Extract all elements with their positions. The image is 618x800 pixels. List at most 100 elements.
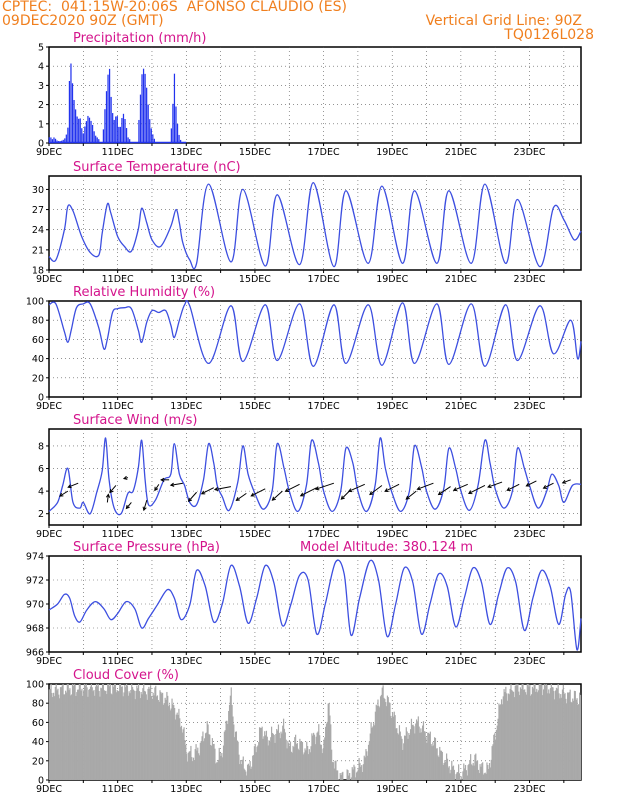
- cloud-bar: [320, 744, 322, 780]
- cloud-bar: [175, 714, 177, 780]
- cloud-bar: [116, 690, 118, 780]
- cloud-bar: [237, 741, 239, 780]
- cloud-bar: [354, 766, 356, 780]
- cloud-ytick-label: 0: [38, 776, 44, 787]
- cloud-bar: [325, 726, 327, 780]
- cloud-bar: [197, 747, 199, 780]
- cloud-bar: [369, 733, 371, 780]
- cloud-bar: [267, 745, 269, 780]
- cloud-bar: [118, 691, 120, 780]
- cloud-bar: [558, 693, 560, 780]
- cloud-bar: [476, 761, 478, 780]
- cloud-bar: [355, 772, 358, 780]
- cloud-bar: [174, 719, 177, 780]
- cloud-bar: [61, 685, 63, 780]
- cloud-bar: [421, 732, 423, 780]
- cloud-bar: [251, 766, 253, 780]
- cloud-bar: [422, 725, 424, 780]
- cloud-bar: [538, 684, 540, 780]
- cloud-bar: [186, 753, 188, 780]
- cloud-bar: [70, 695, 72, 780]
- cloud-bar: [491, 746, 493, 780]
- precip-bar: [139, 94, 142, 143]
- precip-bar: [113, 119, 115, 143]
- cloud-bar: [561, 689, 564, 780]
- cloud-bar: [496, 725, 498, 780]
- temp-xtick-label: 13DEC: [170, 274, 202, 285]
- rh-xtick-label: 11DEC: [102, 401, 134, 412]
- cloud-bar: [478, 773, 480, 780]
- cloud-bar: [464, 768, 466, 780]
- precip-bar: [64, 138, 66, 143]
- cloud-bar: [282, 725, 284, 780]
- cloud-bar: [262, 738, 264, 780]
- cloud-bar: [297, 748, 299, 780]
- cloud-bar: [180, 725, 183, 780]
- cloud-bar: [376, 705, 378, 780]
- cloud-bar: [156, 696, 158, 780]
- temp-xtick-label: 19DEC: [376, 274, 408, 285]
- cloud-bar: [319, 735, 321, 780]
- wind-ytick-label: 2: [38, 509, 44, 520]
- cloud-bar: [157, 699, 159, 780]
- precip-bar: [129, 139, 131, 143]
- precip-bar: [102, 129, 105, 143]
- cloud-bar: [450, 769, 452, 780]
- cloud-xtick-label: 21DEC: [445, 784, 477, 795]
- cloud-bar: [559, 698, 561, 780]
- temp-ytick-label: 30: [32, 185, 44, 196]
- cloud-bar: [77, 689, 79, 780]
- cloud-bar: [348, 775, 350, 780]
- cloud-bar: [380, 694, 383, 780]
- cloud-bar: [410, 718, 413, 780]
- cloud-bar: [270, 737, 272, 780]
- precip-bar: [87, 115, 89, 143]
- cloud-bar: [567, 692, 570, 780]
- cloud-bar: [501, 704, 504, 780]
- cloud-bar: [218, 747, 220, 780]
- cloud-bar: [427, 732, 429, 780]
- cloud-bar: [494, 739, 497, 780]
- precip-ytick-label: 2: [38, 100, 44, 111]
- cloud-bar: [457, 771, 459, 780]
- cloud-bar: [53, 696, 56, 780]
- cloud-bar: [101, 688, 103, 780]
- cloud-bar: [403, 735, 406, 780]
- wind-vector-shaft: [170, 482, 183, 486]
- cloud-bar: [84, 685, 86, 780]
- cloud-bar: [412, 724, 414, 780]
- cloud-bar: [460, 776, 462, 780]
- cloud-bar: [540, 684, 542, 780]
- cloud-bar: [192, 757, 195, 780]
- cloud-bar: [520, 688, 522, 780]
- precip-bar: [118, 126, 120, 143]
- precip-bar: [152, 134, 154, 143]
- cloud-bar: [275, 733, 277, 780]
- wind-vector-shaft: [285, 483, 300, 492]
- temp-frame: [48, 175, 582, 271]
- header-station: CPTEC: 041:15W-20:06S AFONSO CLAUDIO (ES…: [2, 0, 347, 15]
- cloud-bar: [292, 745, 294, 780]
- wind-xtick-label: 23DEC: [513, 529, 545, 540]
- cloud-bar: [86, 687, 88, 780]
- precip-xtick-label: 13DEC: [170, 147, 202, 158]
- cloud-bar: [50, 684, 52, 780]
- cloud-bar: [325, 723, 328, 780]
- cloud-ytick-label: 100: [26, 680, 44, 691]
- precip-title: Precipitation (mm/h): [73, 31, 206, 46]
- cloud-bar: [294, 737, 296, 780]
- cloud-bar: [186, 761, 189, 780]
- cloud-bar: [512, 691, 515, 780]
- pres-xtick-label: 19DEC: [376, 656, 408, 667]
- cloud-bar: [222, 745, 225, 780]
- cloud-bar: [385, 702, 387, 780]
- cloud-bar: [579, 694, 582, 780]
- cloud-bar: [335, 760, 337, 780]
- cloud-bar: [302, 754, 304, 780]
- cloud-bar: [396, 728, 398, 780]
- pres-xtick-label: 9DEC: [36, 656, 62, 667]
- precip-bar: [76, 116, 78, 143]
- cloud-bar: [428, 732, 430, 780]
- wind-vector-shaft: [384, 483, 400, 492]
